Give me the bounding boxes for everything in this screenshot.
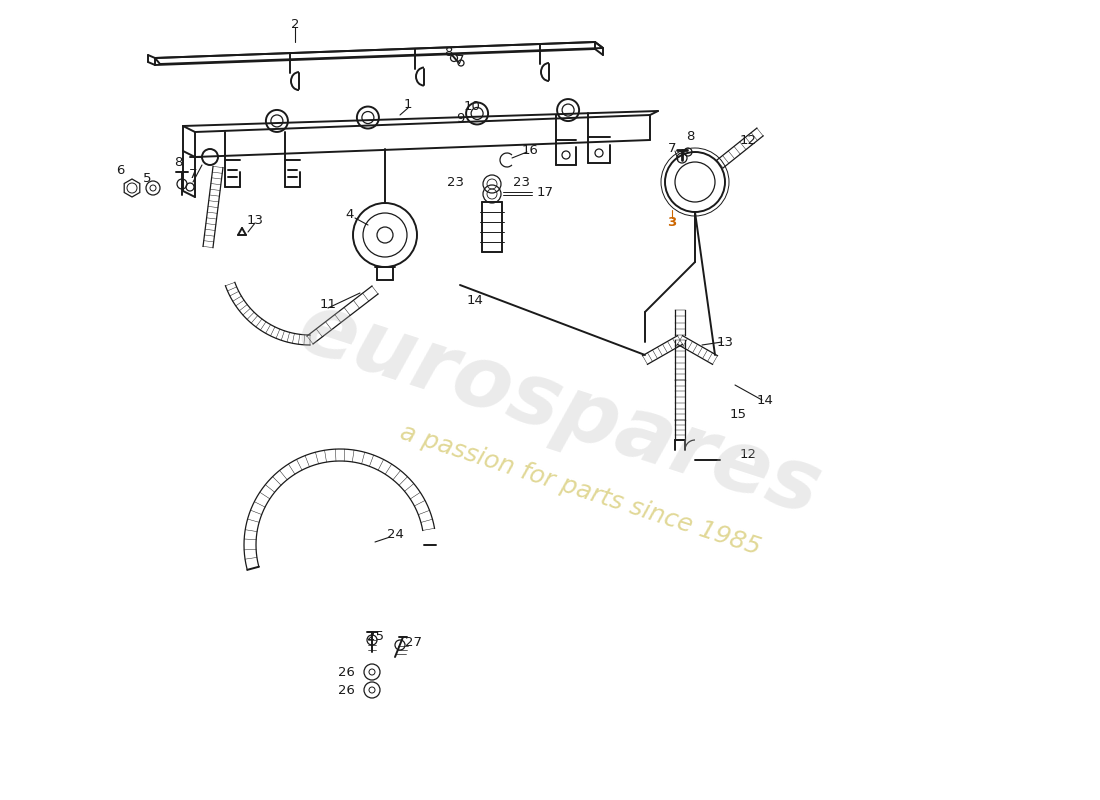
Text: 4: 4: [345, 209, 354, 222]
Text: 14: 14: [757, 394, 773, 406]
Text: 7: 7: [455, 54, 464, 66]
Text: 16: 16: [521, 143, 538, 157]
Text: 25: 25: [366, 630, 384, 643]
Text: 7: 7: [189, 167, 197, 181]
Text: 24: 24: [386, 529, 404, 542]
Text: 8: 8: [685, 130, 694, 143]
Text: 11: 11: [319, 298, 337, 311]
Text: 15: 15: [729, 409, 747, 422]
Text: 3: 3: [668, 215, 676, 229]
Text: 8: 8: [443, 46, 452, 58]
Text: 13: 13: [716, 335, 734, 349]
Text: 8: 8: [174, 157, 183, 170]
Text: a passion for parts since 1985: a passion for parts since 1985: [397, 420, 763, 560]
Text: 26: 26: [338, 683, 355, 697]
Text: 7: 7: [668, 142, 676, 154]
Text: 5: 5: [143, 171, 152, 185]
Text: 23: 23: [447, 175, 463, 189]
Text: 1: 1: [404, 98, 412, 111]
Text: 27: 27: [405, 635, 421, 649]
Text: 2: 2: [290, 18, 299, 30]
Text: 23: 23: [514, 175, 530, 189]
Text: 14: 14: [466, 294, 483, 306]
Text: 12: 12: [739, 449, 757, 462]
Text: 9: 9: [455, 113, 464, 126]
Text: 17: 17: [537, 186, 553, 198]
Text: eurospares: eurospares: [288, 286, 832, 534]
Text: 26: 26: [338, 666, 355, 678]
Text: 6: 6: [116, 163, 124, 177]
Text: 10: 10: [463, 101, 481, 114]
Text: 12: 12: [739, 134, 757, 146]
Text: 13: 13: [246, 214, 264, 226]
